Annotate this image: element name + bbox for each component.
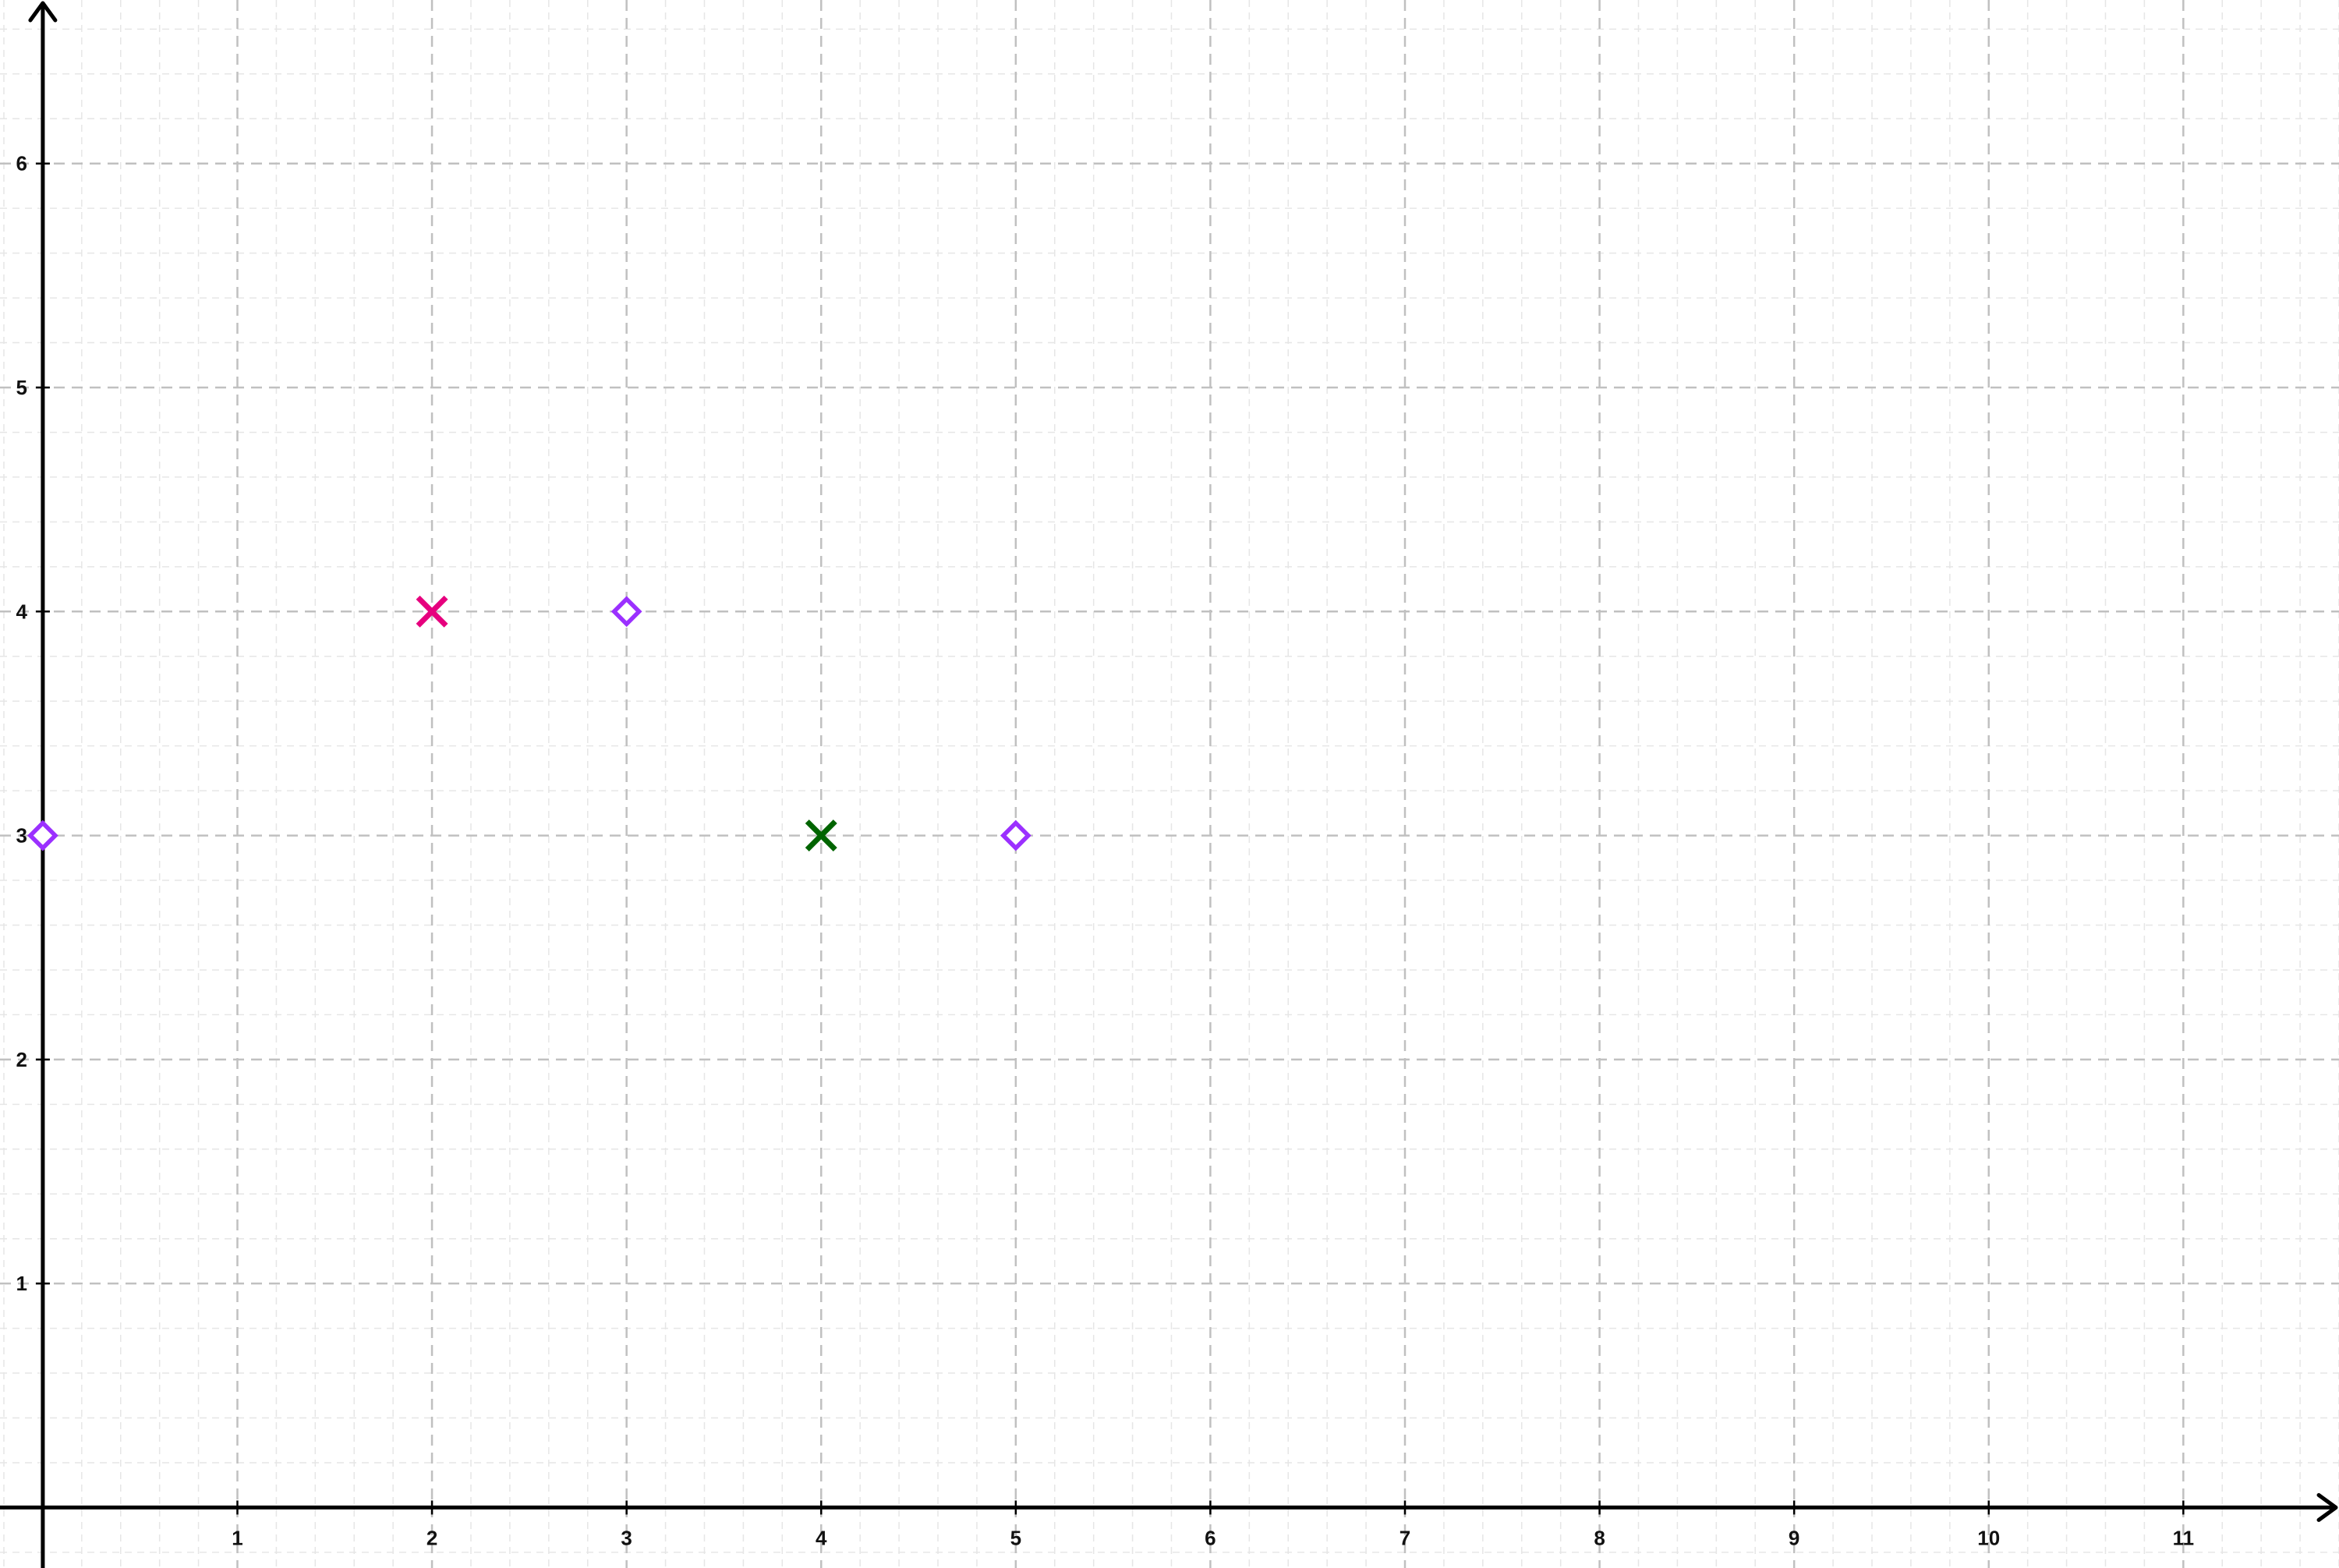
- y-tick-label: 3: [16, 824, 27, 848]
- diamond-point: [27, 819, 58, 851]
- x-tick-label: 1: [232, 1526, 242, 1549]
- data-points: [27, 595, 1031, 852]
- y-axis-arrow: [28, 1, 58, 23]
- y-tick-label: 6: [16, 152, 27, 175]
- x-tick-label: 6: [1205, 1526, 1216, 1549]
- x-point-stroke: [805, 819, 837, 852]
- x-tick-label: 4: [816, 1526, 827, 1549]
- diamond-point: [610, 596, 642, 628]
- x-tick-label: 9: [1789, 1526, 1799, 1549]
- x-tick-label: 8: [1594, 1526, 1605, 1549]
- x-tick-label: 11: [2173, 1526, 2195, 1549]
- y-tick-label: 2: [16, 1048, 27, 1071]
- x-point-stroke: [416, 595, 448, 628]
- x-tick-label: 10: [1977, 1526, 2000, 1549]
- x-point: [805, 819, 837, 852]
- x-point: [416, 595, 448, 628]
- x-axis-arrow: [2316, 1492, 2338, 1522]
- x-tick-label: 5: [1010, 1526, 1021, 1549]
- diamond-point: [1000, 819, 1031, 851]
- x-tick-label: 7: [1400, 1526, 1410, 1549]
- x-tick-label: 3: [621, 1526, 632, 1549]
- x-tick-label: 2: [426, 1526, 437, 1549]
- y-tick-label: 4: [16, 600, 27, 623]
- y-tick-label: 1: [16, 1272, 27, 1295]
- y-tick-label: 5: [16, 376, 27, 399]
